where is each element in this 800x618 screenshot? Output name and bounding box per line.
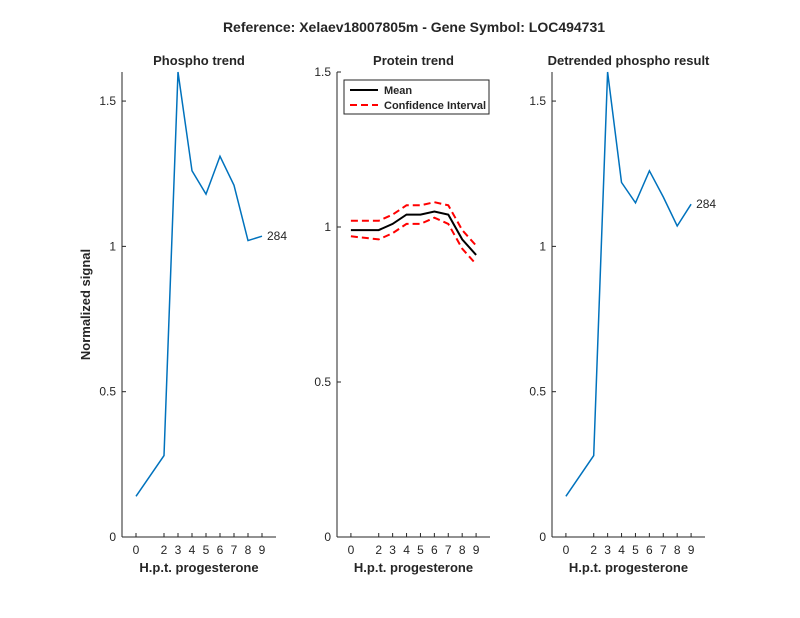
x-tick-label: 8 [674,543,681,557]
x-tick-label: 4 [189,543,196,557]
panel-title: Phospho trend [153,53,245,68]
x-tick-label: 3 [175,543,182,557]
chart-panel-3: 0 2 3 4 5 6 7 8 9 0 0.5 1 1.5 Detrended phospho resul… [529,53,716,575]
y-tick-label: 0.5 [99,385,116,399]
y-tick-label: 1.5 [314,65,331,79]
x-tick-label: 9 [259,543,266,557]
y-tick-label: 0 [324,530,331,544]
x-tick-label: 8 [459,543,466,557]
chart-panel-1: 0 2 3 4 5 6 7 8 9 0 0.5 1 1.5 Phospho trend H.p.t. pro… [78,53,287,575]
x-axis-label: H.p.t. progesterone [139,560,258,575]
y-tick-label: 1 [539,239,546,253]
x-tick-label: 0 [563,543,570,557]
x-tick-label: 3 [604,543,611,557]
x-tick-label: 5 [203,543,210,557]
x-tick-label: 9 [688,543,695,557]
y-tick-label: 1.5 [529,94,546,108]
chart-panel-2: 0 2 3 4 5 6 7 8 9 0 0.5 1 1.5 Protein trend H.p.t. pro… [314,53,490,575]
point-annotation: 284 [267,229,287,243]
x-tick-label: 6 [646,543,653,557]
x-axis-label: H.p.t. progesterone [569,560,688,575]
x-tick-label: 6 [217,543,224,557]
x-tick-label: 0 [348,543,355,557]
x-tick-label: 2 [375,543,382,557]
y-axis-label: Normalized signal [78,249,93,360]
series-line-1 [135,71,263,497]
panel-title: Detrended phospho result [548,53,710,68]
y-tick-label: 1 [324,220,331,234]
legend-label: Confidence Interval [384,100,486,112]
x-tick-label: 0 [133,543,140,557]
legend-label: Mean [384,85,412,97]
panel-title: Protein trend [373,53,454,68]
y-tick-label: 0.5 [314,375,331,389]
x-tick-label: 2 [590,543,597,557]
x-tick-label: 2 [161,543,168,557]
y-tick-label: 0 [539,530,546,544]
x-tick-label: 5 [632,543,639,557]
x-tick-label: 5 [417,543,424,557]
y-tick-label: 0.5 [529,385,546,399]
y-tick-label: 1 [109,239,116,253]
x-tick-label: 4 [618,543,625,557]
x-tick-label: 4 [403,543,410,557]
x-tick-label: 9 [473,543,480,557]
series-line-1 [565,71,692,497]
figure-title: Reference: Xelaev18007805m - Gene Symbol… [223,19,605,35]
x-tick-label: 7 [231,543,238,557]
legend-box [343,79,490,115]
series-line-3 [350,216,477,265]
x-tick-label: 7 [660,543,667,557]
x-axis-label: H.p.t. progesterone [354,560,473,575]
legend: Mean Confidence Interval [343,79,490,115]
y-tick-label: 0 [109,530,116,544]
x-tick-label: 6 [431,543,438,557]
series-line-2 [350,201,477,247]
y-tick-label: 1.5 [99,94,116,108]
point-annotation: 284 [696,197,716,211]
series-line-1 [350,210,477,256]
x-tick-label: 3 [389,543,396,557]
x-tick-label: 7 [445,543,452,557]
x-tick-label: 8 [245,543,252,557]
